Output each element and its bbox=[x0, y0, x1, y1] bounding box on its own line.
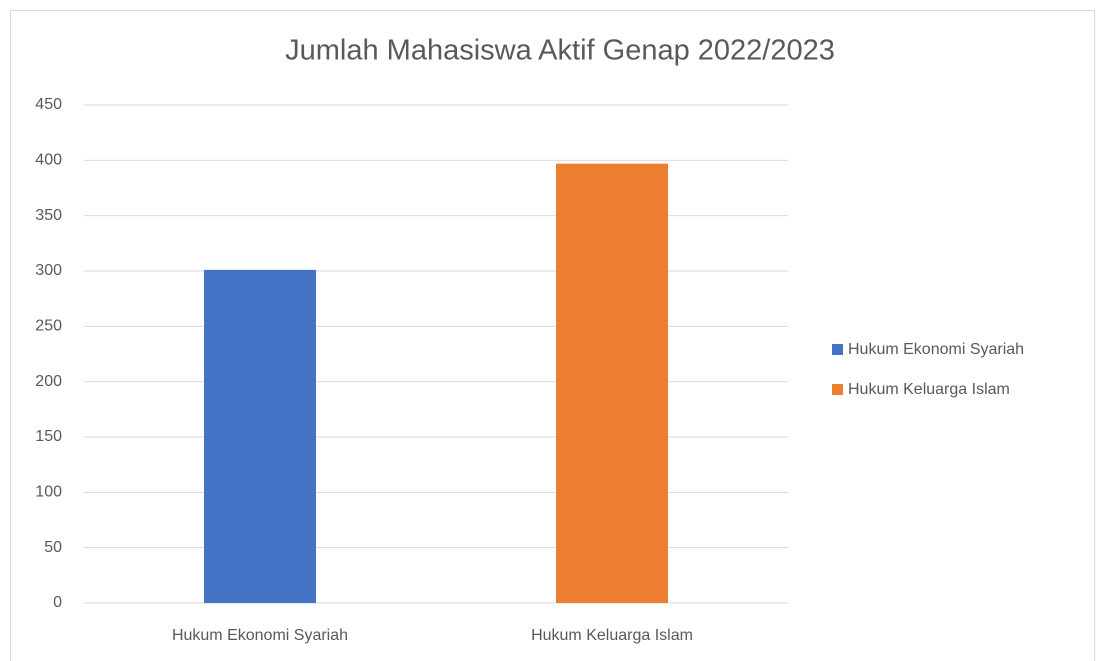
chart-title: Jumlah Mahasiswa Aktif Genap 2022/2023 bbox=[285, 35, 835, 67]
bar bbox=[556, 163, 668, 604]
legend-label: Hukum Ekonomi Syariah bbox=[848, 341, 1024, 358]
y-tick-label: 150 bbox=[35, 428, 62, 445]
chart-border bbox=[10, 10, 1095, 661]
x-tick-label: Hukum Keluarga Islam bbox=[531, 627, 693, 644]
legend-label: Hukum Keluarga Islam bbox=[848, 381, 1010, 398]
legend-swatch bbox=[832, 344, 843, 355]
y-tick-label: 300 bbox=[35, 262, 62, 279]
y-tick-label: 200 bbox=[35, 373, 62, 390]
x-tick-label: Hukum Ekonomi Syariah bbox=[172, 627, 348, 644]
y-tick-label: 50 bbox=[44, 539, 62, 556]
y-tick-label: 0 bbox=[53, 594, 62, 611]
y-tick-label: 400 bbox=[35, 152, 62, 169]
bar bbox=[204, 269, 316, 603]
legend-swatch bbox=[832, 384, 843, 395]
y-tick-label: 350 bbox=[35, 207, 62, 224]
y-tick-label: 250 bbox=[35, 318, 62, 335]
y-tick-label: 450 bbox=[35, 96, 62, 113]
y-tick-label: 100 bbox=[35, 484, 62, 501]
